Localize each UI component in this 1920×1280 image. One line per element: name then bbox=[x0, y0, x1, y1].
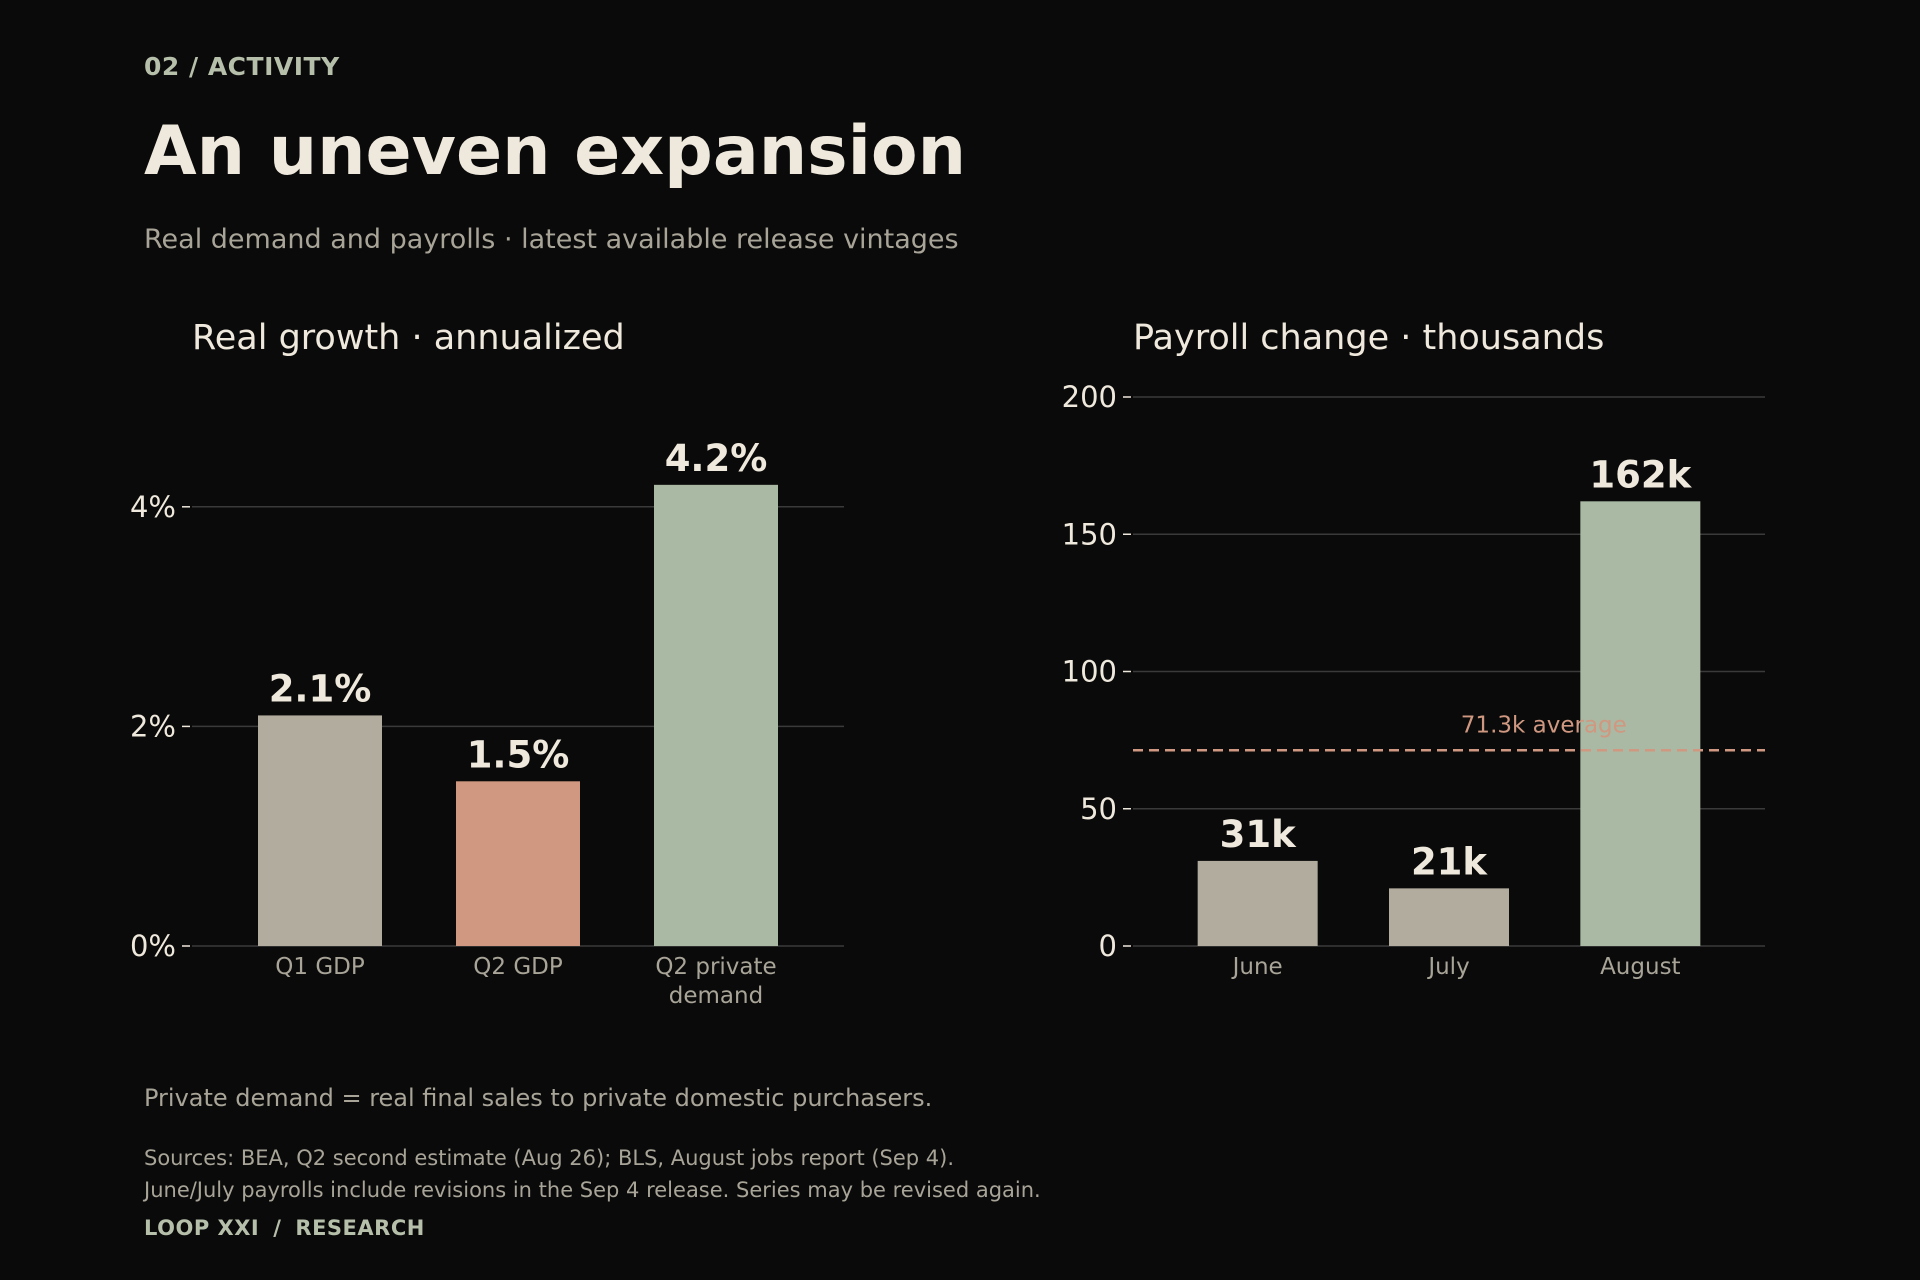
payroll-category-label: August bbox=[1600, 954, 1681, 980]
growth-bar bbox=[654, 484, 778, 946]
brand-name: LOOP XXI bbox=[144, 1216, 260, 1240]
payroll-bar bbox=[1389, 888, 1509, 946]
source-line-2: June/July payrolls include revisions in … bbox=[144, 1178, 1041, 1202]
charts-canvas: 0% 2% 4% 2.1% Q1 GDP 1.5% Q2 GDP 4.2% Q2 private… bbox=[130, 380, 1765, 1009]
payroll-ytick-label: 50 bbox=[1080, 792, 1117, 826]
payroll-value-label: 21k bbox=[1411, 840, 1488, 883]
growth-category-label: Q2 private demand bbox=[655, 954, 776, 1009]
brand-unit: RESEARCH bbox=[295, 1216, 425, 1240]
page-title: An uneven expansion bbox=[144, 112, 967, 191]
growth-value-label: 2.1% bbox=[269, 667, 372, 710]
brand-footer: LOOP XXI / RESEARCH bbox=[144, 1216, 425, 1240]
source-line-1: Sources: BEA, Q2 second estimate (Aug 26… bbox=[144, 1146, 955, 1170]
payroll-value-label: 162k bbox=[1589, 453, 1692, 496]
growth-bar bbox=[258, 715, 382, 946]
payroll-category-label: July bbox=[1426, 954, 1469, 980]
page-subtitle: Real demand and payrolls · latest availa… bbox=[144, 224, 959, 255]
growth-value-label: 1.5% bbox=[467, 733, 570, 776]
payroll-category-label: June bbox=[1231, 954, 1283, 980]
growth-bar bbox=[456, 781, 580, 946]
payroll-value-label: 31k bbox=[1220, 813, 1297, 856]
growth-category-label: Q1 GDP bbox=[275, 954, 365, 980]
growth-ytick-label: 2% bbox=[130, 709, 176, 743]
payroll-average-label: 71.3k average bbox=[1461, 712, 1627, 738]
brand-separator: / bbox=[273, 1216, 282, 1240]
payroll-ytick-label: 150 bbox=[1062, 517, 1117, 551]
growth-chart-title: Real growth · annualized bbox=[192, 318, 625, 358]
growth-ytick-label: 0% bbox=[130, 929, 176, 963]
payroll-ytick-label: 100 bbox=[1062, 655, 1117, 689]
growth-category-label: Q2 GDP bbox=[473, 954, 563, 980]
definition-note: Private demand = real final sales to pri… bbox=[144, 1084, 933, 1112]
payroll-bar bbox=[1197, 860, 1318, 946]
growth-ytick-label: 4% bbox=[130, 490, 176, 524]
payroll-bar bbox=[1580, 501, 1701, 946]
payroll-ytick-label: 0 bbox=[1099, 929, 1117, 963]
payroll-ytick-label: 200 bbox=[1062, 380, 1117, 414]
growth-value-label: 4.2% bbox=[665, 437, 768, 480]
payroll-chart-title: Payroll change · thousands bbox=[1133, 318, 1605, 358]
section-kicker: 02 / ACTIVITY bbox=[144, 52, 340, 81]
